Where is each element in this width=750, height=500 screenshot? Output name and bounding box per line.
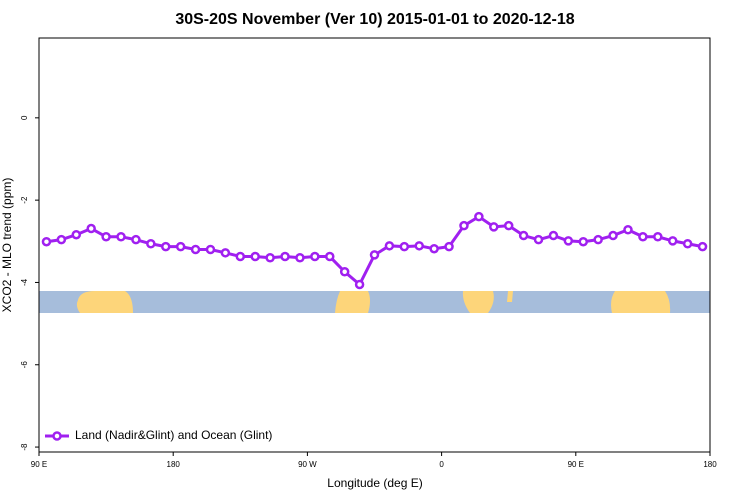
point [503, 220, 514, 231]
point [295, 253, 305, 263]
point [41, 236, 52, 247]
point [310, 251, 320, 262]
point [190, 244, 201, 255]
point [608, 230, 618, 241]
land-ocean-strip [39, 291, 710, 313]
point [101, 232, 111, 242]
point [265, 253, 275, 263]
point [414, 241, 424, 251]
point [563, 236, 574, 246]
point [429, 243, 439, 254]
y-tick-label: -2 [20, 196, 29, 204]
point [548, 230, 559, 241]
point [354, 279, 365, 290]
legend-marker [52, 431, 62, 441]
legend-label: Land (Nadir&Glint) and Ocean (Glint) [75, 428, 272, 442]
point [86, 223, 96, 234]
point [533, 234, 544, 245]
x-tick-label: 180 [703, 460, 717, 469]
legend-entry: Land (Nadir&Glint) and Ocean (Glint) [45, 428, 272, 442]
point [384, 241, 395, 251]
land-patch [335, 291, 370, 313]
land-patch [76, 291, 133, 313]
point [220, 248, 231, 258]
y-tick-label: -4 [20, 278, 29, 286]
point [146, 239, 156, 249]
point [638, 232, 648, 242]
point [578, 236, 589, 247]
land-patch [507, 291, 513, 302]
point [682, 239, 693, 249]
point [339, 266, 350, 277]
x-tick-label: 0 [439, 460, 444, 469]
x-tick-label: 180 [167, 460, 181, 469]
x-tick-label: 90 E [568, 460, 584, 469]
point [459, 220, 469, 231]
point [653, 232, 663, 242]
y-tick-label: 0 [20, 115, 29, 120]
x-tick-label: 90 E [31, 460, 47, 469]
land-patch [611, 291, 671, 313]
chart-title: 30S-20S November (Ver 10) 2015-01-01 to … [175, 11, 574, 28]
point [518, 230, 529, 241]
land-patch [462, 291, 494, 313]
point [131, 234, 141, 245]
point [593, 234, 603, 245]
y-tick-label: -6 [20, 361, 29, 369]
point [369, 250, 380, 260]
point [280, 251, 290, 262]
point [399, 241, 410, 252]
plot-frame [38, 37, 711, 453]
point [116, 232, 126, 242]
point [444, 241, 454, 252]
point [489, 222, 499, 232]
point [71, 229, 82, 240]
y-axis-label: XCO2 - MLO trend (ppm) [0, 178, 14, 313]
ocean-band [39, 291, 710, 313]
point [205, 244, 216, 255]
y-tick-label: -8 [20, 443, 29, 451]
x-tick-label: 90 W [298, 460, 317, 469]
point [175, 241, 186, 252]
x-axis-label: Longitude (deg E) [327, 476, 422, 490]
point [250, 251, 260, 262]
point [56, 234, 67, 245]
point [235, 251, 246, 262]
point [667, 236, 678, 246]
point [697, 241, 708, 252]
point [325, 251, 335, 262]
point [160, 241, 171, 252]
point [623, 225, 633, 235]
point [474, 211, 484, 222]
